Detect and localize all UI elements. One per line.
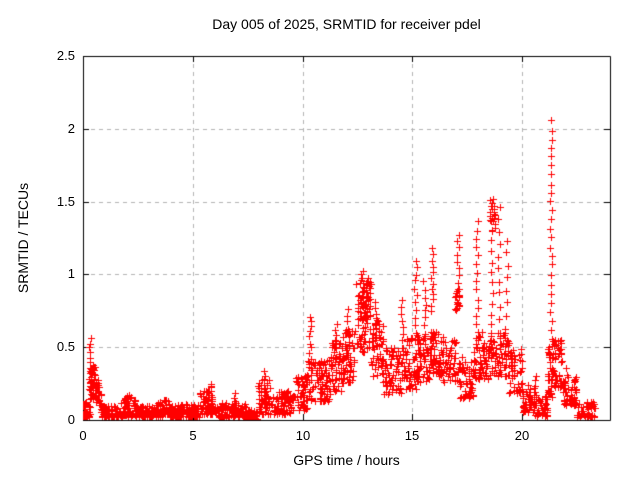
- y-tick-label: 1: [67, 266, 75, 281]
- x-tick-label: 20: [514, 428, 530, 443]
- y-tick-label: 0.5: [56, 339, 75, 354]
- y-axis-title: SRMTID / TECUs: [15, 182, 31, 294]
- y-tick-label: 1.5: [56, 194, 75, 209]
- x-tick-label: 0: [79, 428, 87, 443]
- y-tick-label: 0: [67, 412, 75, 427]
- x-tick-label: 15: [404, 428, 420, 443]
- y-tick-label: 2: [67, 121, 75, 136]
- x-tick-label: 5: [189, 428, 197, 443]
- chart-title: Day 005 of 2025, SRMTID for receiver pde…: [212, 16, 481, 32]
- y-tick-label: 2.5: [56, 48, 75, 63]
- x-axis-title: GPS time / hours: [293, 452, 400, 468]
- x-tick-label: 10: [295, 428, 311, 443]
